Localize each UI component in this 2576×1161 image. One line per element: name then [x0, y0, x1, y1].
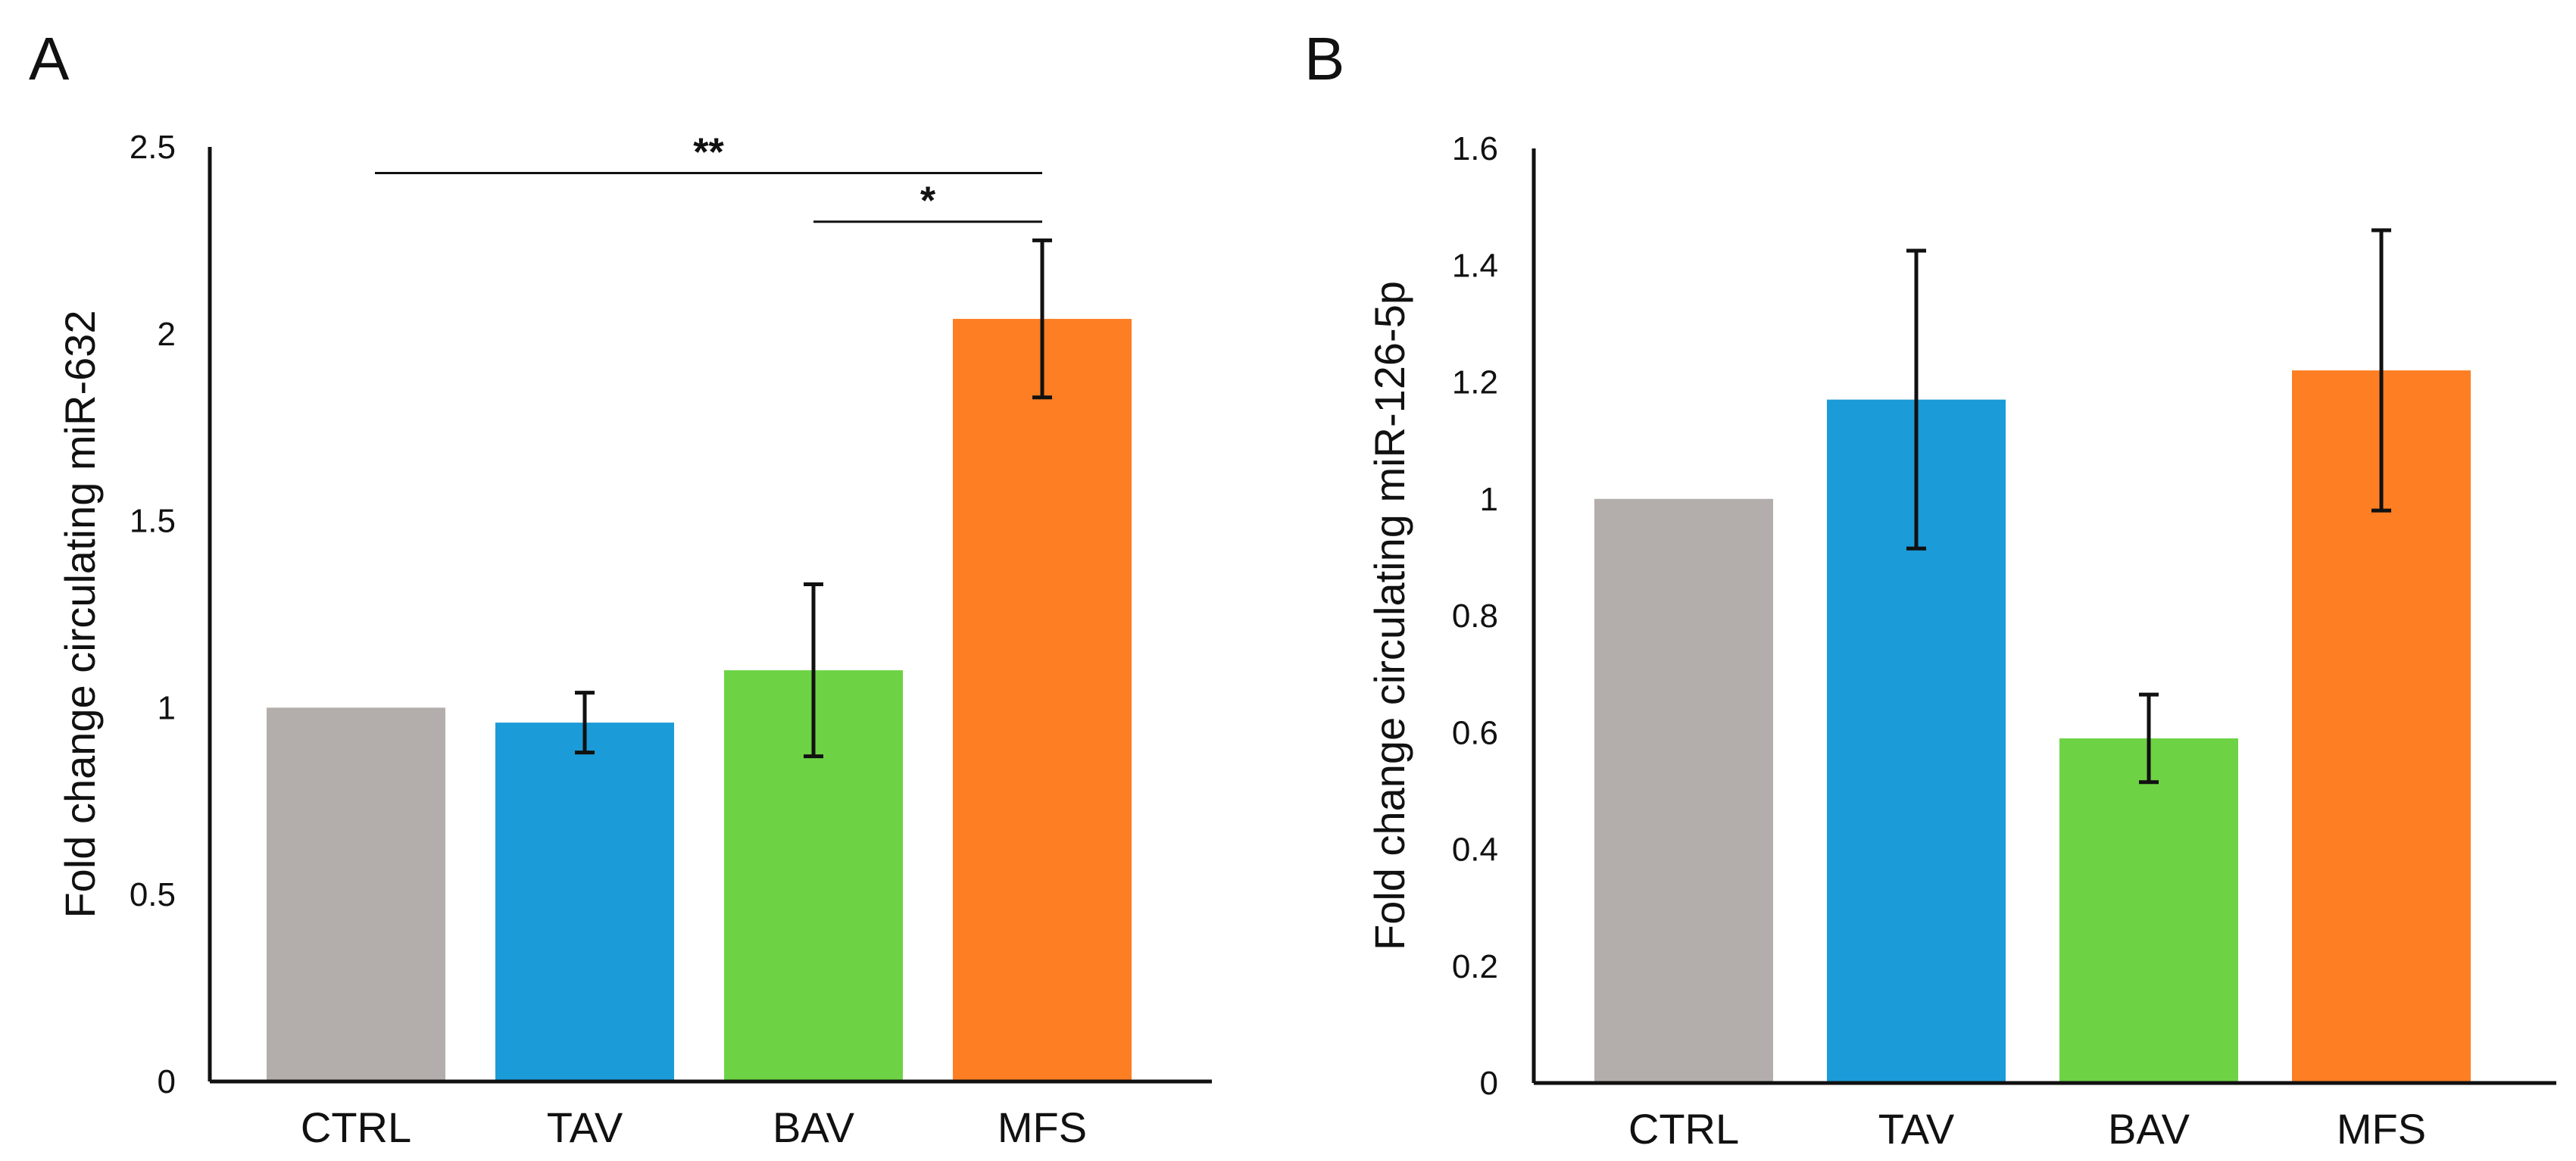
panel-a-y-tick-label: 1: [158, 689, 176, 726]
panel-b-y-tick-label: 1.2: [1452, 364, 1498, 401]
panel-b-x-category-label: TAV: [1878, 1105, 1955, 1153]
panel-b-y-tick-label: 0.8: [1452, 598, 1498, 635]
panel-a-significance-2: *: [813, 179, 1042, 223]
panel-b-error-bar-mfs: [2371, 228, 2391, 513]
panel-b-y-tick-label: 1: [1480, 481, 1498, 518]
chart-panel-a: A 0 0.5 1 1.5 2 2.5 CTRL TAV BAV MFS Fold change ci…: [29, 25, 1212, 1151]
panel-b-y-tick-label: 0.4: [1452, 832, 1498, 869]
panel-a-x-category-label: TAV: [547, 1103, 623, 1151]
panel-a-error-bar-bav: [804, 582, 823, 759]
panel-a-letter: A: [29, 25, 70, 92]
panel-a-x-category-label: MFS: [998, 1103, 1087, 1151]
panel-a-x-category-label: BAV: [773, 1103, 855, 1151]
panel-b-y-tick-label: 0.6: [1452, 714, 1498, 751]
panel-b-y-tick-label: 1.4: [1452, 247, 1498, 284]
panel-a-error-bar-tav: [575, 691, 595, 755]
panel-b-x-category-label: CTRL: [1628, 1105, 1739, 1153]
panel-a-error-bar-mfs: [1032, 238, 1052, 400]
panel-b-y-tick-label: 1.6: [1452, 130, 1498, 167]
panel-b-error-bar-bav: [2139, 692, 2159, 785]
panel-a-bar-ctrl: [267, 707, 445, 1081]
panel-a-bar-mfs: [953, 319, 1132, 1081]
panel-b-bar-ctrl: [1594, 498, 1773, 1083]
panel-a-significance-1: **: [375, 131, 1042, 175]
panel-a-bar-tav: [495, 723, 674, 1081]
panel-a-y-tick-label: 2.5: [130, 129, 176, 166]
panel-b-y-tick-label: 0: [1480, 1065, 1498, 1102]
panel-b-letter: B: [1304, 25, 1344, 92]
panel-a-y-axis-title: Fold change circulating miR-632: [56, 310, 104, 918]
panel-b-x-category-label: BAV: [2108, 1105, 2190, 1153]
panel-a-y-tick-label: 1.5: [130, 503, 176, 540]
panel-b-bar-bav: [2059, 738, 2238, 1083]
chart-panel-b: B 0 0.2 0.4 0.6 0.8 1 1.2 1.4 1.6 CTRL TAV BAV MFS Fol…: [1304, 25, 2556, 1153]
panel-a-y-tick-label: 0.5: [130, 876, 176, 913]
panel-a-x-category-label: CTRL: [301, 1103, 411, 1151]
panel-a-y-tick-label: 0: [158, 1063, 176, 1100]
panel-b-y-axis-title: Fold change circulating miR-126-5p: [1366, 281, 1413, 950]
panel-b-y-tick-label: 0.2: [1452, 948, 1498, 985]
panel-a-y-tick-label: 2: [158, 316, 176, 353]
significance-label: *: [920, 179, 936, 223]
significance-label: **: [693, 131, 724, 175]
panel-b-x-category-label: MFS: [2337, 1105, 2426, 1153]
panel-b-error-bar-tav: [1906, 248, 1926, 551]
